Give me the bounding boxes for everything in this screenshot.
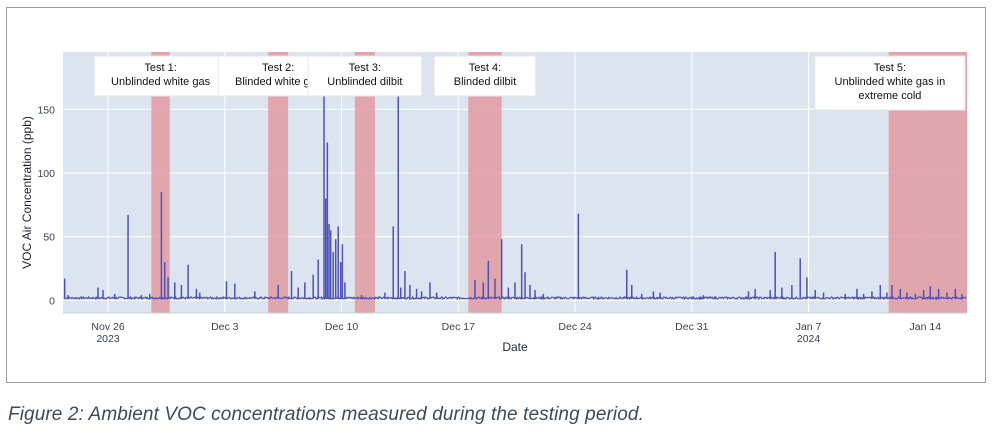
- annotation-title: Test 3:: [349, 62, 381, 74]
- plot-top-mask: [63, 22, 967, 52]
- y-tick-label: 100: [37, 168, 55, 180]
- x-tick-label: Dec 31: [675, 321, 708, 333]
- annotation-title: Test 5:: [874, 62, 906, 74]
- test-annotation-5: Test 5: Unblinded white gas in extreme col…: [814, 55, 966, 111]
- test-annotation-4: Test 4: Blinded dilbit: [433, 55, 537, 97]
- annotation-title: Test 4:: [469, 62, 501, 74]
- test-band-2: [268, 52, 289, 313]
- x-tick-year-label: 2023: [96, 333, 120, 345]
- annotation-title: Test 1:: [144, 62, 176, 74]
- annotation-box: [307, 55, 423, 97]
- x-tick-label: Dec 3: [211, 321, 239, 333]
- annotation-desc: extreme cold: [858, 90, 921, 102]
- test-band-3: [354, 52, 375, 313]
- test-band-1: [151, 52, 170, 313]
- y-tick-label: 150: [37, 104, 55, 116]
- y-axis: 0 50 100 150: [37, 104, 55, 307]
- x-tick-label: Dec 24: [558, 321, 591, 333]
- x-tick-label: Jan 7: [796, 321, 822, 333]
- x-tick-year-label: 2024: [797, 333, 821, 345]
- annotation-title: Test 2:: [262, 62, 294, 74]
- test-annotation-1: Test 1: Unblinded white gas: [94, 55, 228, 97]
- figure-frame: Nov 26 2023 Dec 3 Dec 10 Dec 17 Dec 24 Dec 31 J…: [6, 7, 986, 383]
- x-tick-label: Dec 17: [442, 321, 475, 333]
- annotation-box: [433, 55, 537, 97]
- x-tick-label: Nov 26: [91, 321, 124, 333]
- test-annotations: Test 1: Unblinded white gas Test 2: Blinded…: [94, 55, 966, 111]
- annotation-desc: Unblinded dilbit: [327, 76, 402, 88]
- test-annotation-3: Test 3: Unblinded dilbit: [307, 55, 423, 97]
- x-axis-title: Date: [502, 340, 528, 354]
- annotation-desc: Blinded dilbit: [454, 76, 516, 88]
- annotation-desc: Unblinded white gas: [111, 76, 211, 88]
- x-tick-label: Jan 14: [910, 321, 942, 333]
- x-tick-label: Dec 10: [325, 321, 358, 333]
- y-tick-label: 0: [49, 295, 55, 307]
- annotation-box: [814, 55, 966, 111]
- annotation-box: [94, 55, 228, 97]
- y-axis-title: VOC Air Concentration (ppb): [20, 116, 34, 269]
- annotation-desc: Unblinded white gas in: [835, 76, 946, 88]
- annotation-desc: Blinded white gas: [235, 76, 322, 88]
- figure-caption: Figure 2: Ambient VOC concentrations mea…: [8, 404, 644, 425]
- voc-series: [63, 22, 967, 301]
- y-tick-label: 50: [43, 232, 55, 244]
